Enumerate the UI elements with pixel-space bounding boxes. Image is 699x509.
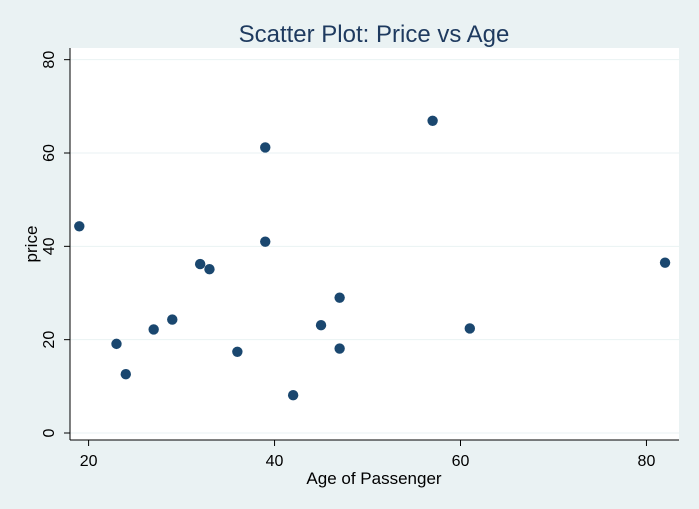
- data-point-9: [260, 142, 271, 153]
- x-tick-label-20: 20: [80, 453, 98, 470]
- data-point-8: [232, 346, 243, 357]
- data-point-13: [334, 292, 345, 303]
- x-tick-label-80: 80: [638, 453, 656, 470]
- data-point-17: [659, 257, 671, 268]
- y-axis-label: price: [22, 226, 41, 263]
- data-point-11: [287, 390, 299, 401]
- grid-lines: [70, 59, 679, 434]
- data-points: [74, 115, 671, 401]
- y-tick-label-80: 80: [41, 51, 58, 69]
- data-point-16: [464, 323, 476, 334]
- data-point-12: [315, 320, 327, 331]
- y-tick-label-20: 20: [41, 331, 58, 349]
- ticks: 0 20 40 60 80 20 40 60 80: [41, 51, 655, 470]
- x-tick-label-60: 60: [452, 453, 470, 470]
- data-point-3: [120, 369, 131, 380]
- data-point-1: [74, 221, 85, 232]
- chart-title: Scatter Plot: Price vs Age: [239, 21, 510, 48]
- data-point-15: [427, 115, 438, 127]
- y-tick-label-60: 60: [41, 144, 58, 162]
- data-point-2: [111, 338, 122, 350]
- axes: [69, 48, 679, 441]
- data-point-14: [334, 343, 345, 354]
- data-point-4: [148, 324, 159, 335]
- data-point-7: [204, 264, 215, 275]
- x-axis-label: Age of Passenger: [306, 469, 441, 488]
- x-tick-label-40: 40: [266, 453, 284, 470]
- plot-area: [70, 48, 679, 440]
- data-point-5: [167, 314, 178, 325]
- data-point-6: [194, 258, 206, 270]
- y-tick-label-40: 40: [41, 237, 58, 255]
- y-tick-label-0: 0: [41, 428, 58, 437]
- data-point-10: [260, 236, 271, 247]
